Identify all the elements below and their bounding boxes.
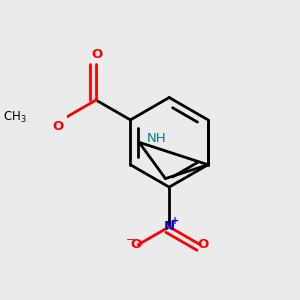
Text: +: + [171, 216, 179, 226]
Text: NH: NH [147, 132, 166, 145]
Text: −: − [125, 235, 135, 245]
Text: CH$_3$: CH$_3$ [3, 110, 27, 125]
Text: O: O [52, 120, 64, 133]
Text: O: O [197, 238, 208, 251]
Text: O: O [92, 48, 103, 61]
Text: O: O [130, 238, 141, 251]
Text: N: N [164, 220, 175, 233]
